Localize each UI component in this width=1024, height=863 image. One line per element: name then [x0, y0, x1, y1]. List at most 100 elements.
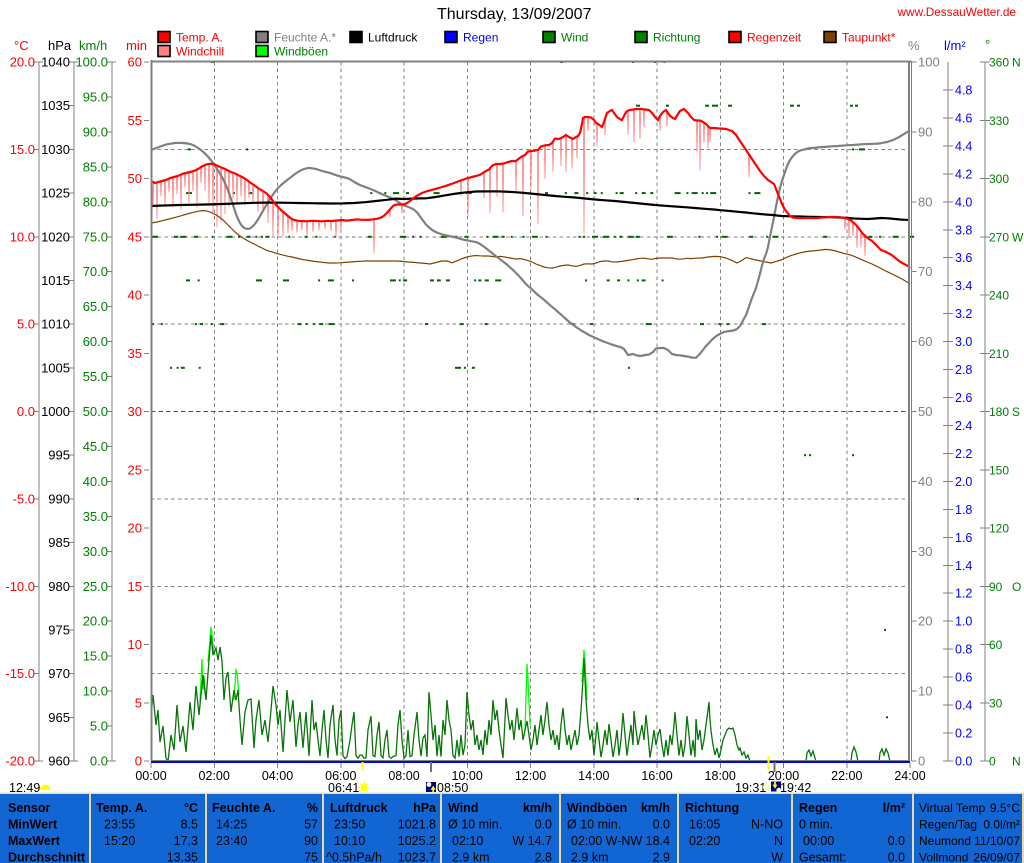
svg-text:10: 10: [918, 684, 932, 699]
svg-text:02:10: 02:10: [452, 834, 483, 848]
svg-text:16:05: 16:05: [689, 818, 720, 832]
svg-text:Luftdruck: Luftdruck: [368, 31, 418, 45]
svg-text:W 14.7: W 14.7: [512, 834, 552, 848]
svg-text:°C: °C: [184, 801, 198, 815]
svg-text:3.6: 3.6: [955, 251, 972, 265]
svg-text:Neumond: Neumond: [919, 834, 971, 848]
svg-text:%: %: [908, 38, 920, 53]
svg-text:-5.0: -5.0: [13, 491, 35, 506]
svg-text:360: 360: [989, 56, 1009, 70]
svg-text:°: °: [985, 37, 990, 52]
svg-text:30.0: 30.0: [83, 544, 108, 559]
svg-text:15: 15: [128, 579, 142, 594]
svg-text:-20.0: -20.0: [5, 754, 35, 769]
svg-text:120: 120: [989, 522, 1009, 536]
svg-text:0.0l/m²: 0.0l/m²: [983, 818, 1020, 832]
svg-text:-10.0: -10.0: [5, 579, 35, 594]
svg-text:100: 100: [918, 55, 940, 70]
svg-text:Thursday, 13/09/2007: Thursday, 13/09/2007: [437, 6, 592, 23]
svg-text:1035: 1035: [41, 98, 70, 113]
svg-text:Durchschnitt: Durchschnitt: [8, 851, 86, 863]
svg-text:23:50: 23:50: [334, 818, 365, 832]
svg-text:0.4: 0.4: [955, 699, 972, 713]
svg-text:50.0: 50.0: [83, 404, 108, 419]
svg-text:N: N: [1012, 56, 1021, 70]
svg-text:10:00: 10:00: [452, 769, 483, 783]
svg-text:Ø 10 min.: Ø 10 min.: [448, 818, 502, 832]
svg-text:15.0: 15.0: [83, 649, 108, 664]
svg-text:W: W: [771, 851, 783, 863]
svg-text:2.4: 2.4: [955, 419, 972, 433]
svg-text:15.0: 15.0: [10, 142, 35, 157]
svg-text:Feuchte A.: Feuchte A.: [212, 801, 275, 815]
svg-text:80.0: 80.0: [83, 194, 108, 209]
svg-text:57: 57: [304, 818, 318, 832]
svg-text:5.0: 5.0: [17, 317, 35, 332]
svg-text:1025.2: 1025.2: [398, 834, 436, 848]
svg-text:°C: °C: [14, 38, 29, 53]
svg-text:0.2: 0.2: [955, 727, 972, 741]
svg-text:2.9: 2.9: [653, 851, 670, 863]
svg-text:Virtual Temp: Virtual Temp: [919, 801, 986, 815]
svg-text:4.0: 4.0: [955, 195, 972, 209]
svg-text:150: 150: [989, 463, 1009, 477]
svg-text:50: 50: [128, 171, 142, 186]
svg-text:0.0: 0.0: [90, 754, 108, 769]
svg-text:1030: 1030: [41, 142, 70, 157]
svg-text:75: 75: [304, 851, 318, 863]
svg-text:50: 50: [918, 404, 932, 419]
svg-text:975: 975: [48, 622, 70, 637]
svg-text:5: 5: [135, 695, 142, 710]
svg-text:min: min: [126, 38, 147, 53]
svg-text:75.0: 75.0: [83, 229, 108, 244]
svg-text:10:10: 10:10: [334, 834, 365, 848]
svg-text:00:00: 00:00: [803, 834, 834, 848]
svg-text:20: 20: [128, 521, 142, 536]
svg-text:MinWert: MinWert: [8, 818, 58, 832]
svg-text:960: 960: [48, 754, 70, 769]
svg-text:80: 80: [918, 194, 932, 209]
svg-text:l/m²: l/m²: [883, 801, 905, 815]
svg-text:06:41: 06:41: [328, 781, 359, 795]
svg-text:0 min.: 0 min.: [799, 818, 833, 832]
svg-text:04:00: 04:00: [262, 769, 293, 783]
svg-text:S: S: [1012, 405, 1020, 419]
svg-text:08:50: 08:50: [437, 781, 468, 795]
svg-text:90: 90: [989, 580, 1003, 594]
svg-text:1.2: 1.2: [955, 587, 972, 601]
svg-text:3.8: 3.8: [955, 223, 972, 237]
svg-text:0.8: 0.8: [955, 643, 972, 657]
svg-text:0.6: 0.6: [955, 671, 972, 685]
svg-text:Regenzeit: Regenzeit: [747, 31, 802, 45]
svg-text:8.5: 8.5: [181, 818, 198, 832]
svg-text:0.0: 0.0: [888, 834, 905, 848]
svg-text:240: 240: [989, 289, 1009, 303]
svg-text:Wind: Wind: [561, 31, 588, 45]
svg-text:13.35: 13.35: [167, 851, 198, 863]
svg-text:1.4: 1.4: [955, 559, 972, 573]
svg-text:70.0: 70.0: [83, 264, 108, 279]
svg-text:40.0: 40.0: [83, 474, 108, 489]
svg-text:25.0: 25.0: [83, 579, 108, 594]
svg-text:95.0: 95.0: [83, 89, 108, 104]
svg-text:19:31: 19:31: [735, 781, 766, 795]
svg-text:20:00: 20:00: [768, 769, 799, 783]
svg-text:60: 60: [128, 55, 142, 70]
svg-text:km/h: km/h: [641, 801, 670, 815]
svg-text:14:00: 14:00: [578, 769, 609, 783]
svg-text:06:00: 06:00: [325, 769, 356, 783]
svg-text:^0.5hPa/h: ^0.5hPa/h: [326, 851, 382, 863]
svg-text:O: O: [1012, 580, 1021, 594]
svg-text:14:25: 14:25: [216, 818, 247, 832]
svg-text:l/m²: l/m²: [944, 38, 966, 53]
svg-text:23:55: 23:55: [104, 818, 135, 832]
svg-text:12:00: 12:00: [515, 769, 546, 783]
svg-text:18:00: 18:00: [705, 769, 736, 783]
svg-text:00:00: 00:00: [135, 769, 166, 783]
svg-text:www.DessauWetter.de: www.DessauWetter.de: [897, 5, 1017, 19]
svg-text:30: 30: [128, 404, 142, 419]
svg-text:990: 990: [48, 491, 70, 506]
svg-text:Ø 10 min.: Ø 10 min.: [567, 818, 621, 832]
svg-text:4.8: 4.8: [955, 83, 972, 97]
svg-text:Windchill: Windchill: [176, 45, 224, 59]
